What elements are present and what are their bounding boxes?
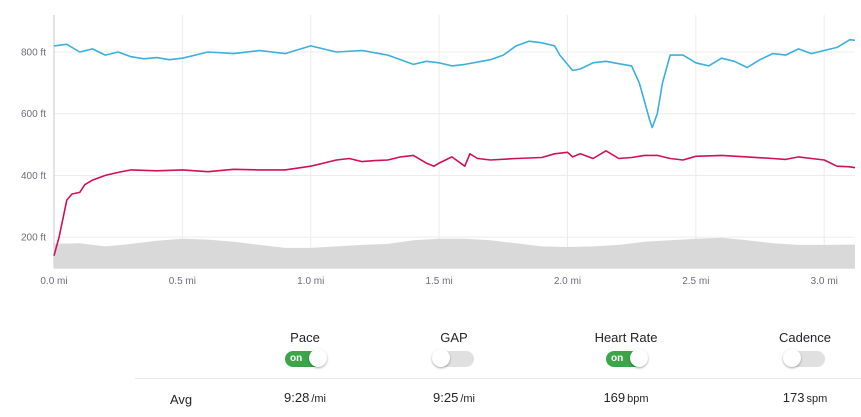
cadence-label: Cadence [778, 330, 832, 345]
x-tick-label: 2.0 mi [554, 276, 581, 287]
divider [135, 378, 861, 379]
y-tick-label: 600 ft [21, 109, 46, 120]
series-lines-layer [53, 38, 856, 256]
series-toggles: Pace on GAP on Heart Rate on Cadence on [0, 330, 861, 380]
avg-gap: 9:25/mi [384, 390, 524, 405]
cadence-control: Cadence on [745, 330, 861, 372]
pace-label: Pace [290, 330, 320, 345]
toggle-knob [432, 349, 450, 367]
avg-cadence: 173 spm [735, 390, 861, 405]
pace-line [53, 38, 856, 129]
toggle-knob [630, 349, 648, 367]
y-tick-label: 200 ft [21, 233, 46, 244]
gap-control: GAP on [394, 330, 514, 372]
chart-grid [53, 15, 855, 269]
avg-heart-rate-value: 169 [603, 390, 626, 405]
avg-pace-unit: /mi [311, 393, 326, 405]
heart-rate-toggle[interactable]: on [606, 349, 648, 367]
x-tick-label: 0.5 mi [169, 276, 196, 287]
avg-pace-value: 9:28 [284, 390, 310, 405]
toggle-knob [783, 349, 801, 367]
x-tick-label: 2.5 mi [682, 276, 709, 287]
avg-label: Avg [170, 392, 193, 407]
avg-heart-rate: 169 bpm [556, 390, 696, 405]
x-tick-label: 1.0 mi [297, 276, 324, 287]
x-tick-label: 1.5 mi [425, 276, 452, 287]
x-tick-label: 3.0 mi [811, 276, 838, 287]
pace-control: Pace on [245, 330, 365, 372]
avg-gap-value: 9:25 [433, 390, 459, 405]
y-tick-label: 400 ft [21, 171, 46, 182]
pace-toggle[interactable]: on [285, 349, 327, 367]
elevation-area [54, 237, 855, 268]
elevation-area-layer [54, 237, 855, 268]
gap-label: GAP [440, 330, 468, 345]
avg-heart-rate-unit: bpm [627, 393, 649, 405]
x-tick-label: 0.0 mi [40, 276, 67, 287]
avg-gap-unit: /mi [460, 393, 475, 405]
toggle-knob [309, 349, 327, 367]
cadence-toggle[interactable]: on [783, 349, 825, 367]
gap-toggle[interactable]: on [432, 349, 474, 367]
heart-rate-control: Heart Rate on [566, 330, 686, 372]
toggle-on-text: on [611, 353, 624, 364]
avg-cadence-unit: spm [806, 393, 828, 405]
averages-row: Avg 9:28/mi 9:25/mi 169 bpm 173 spm [0, 380, 861, 417]
toggle-on-text: on [290, 353, 303, 364]
heart_rate-line [53, 150, 856, 256]
activity-chart[interactable]: 200 ft 400 ft 600 ft 800 ft 0.0 mi 0.5 mi 1.0… [0, 0, 861, 300]
avg-cadence-value: 173 [782, 390, 805, 405]
heart-rate-label: Heart Rate [594, 330, 658, 345]
y-tick-label: 800 ft [21, 48, 46, 59]
x-axis-labels: 0.0 mi 0.5 mi 1.0 mi 1.5 mi 2.0 mi 2.5 mi 3.0 … [40, 276, 837, 287]
avg-pace: 9:28/mi [235, 390, 375, 405]
y-axis-labels: 200 ft 400 ft 600 ft 800 ft [21, 48, 46, 244]
